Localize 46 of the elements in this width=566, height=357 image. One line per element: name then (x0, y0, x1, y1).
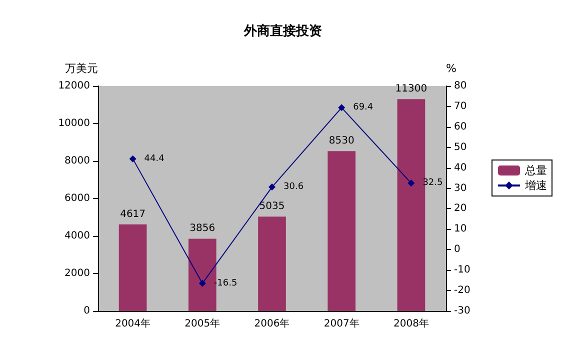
data-label: 5035 (259, 201, 285, 212)
x-tick-label: 2006年 (254, 318, 290, 330)
y-tick-label: 10000 (58, 118, 90, 129)
y2-tick-label: 30 (454, 182, 467, 194)
point (408, 180, 415, 187)
y2-tick-label: 50 (454, 142, 467, 153)
data-label: 11300 (395, 84, 428, 95)
legend-label: 总量 (524, 164, 547, 177)
y2-tick-label: -10 (454, 264, 470, 276)
x-tick-label: 2004年 (115, 318, 151, 330)
data-label: 3856 (190, 223, 216, 234)
bar (258, 216, 286, 311)
y2-tick-label: -30 (454, 306, 470, 316)
y-tick-label: 2000 (64, 268, 90, 279)
x-tick-label: 2007年 (324, 318, 360, 330)
y2-axis-title: % (446, 62, 456, 75)
y-axis-title: 万美元 (65, 62, 98, 75)
y2-tick-label: 70 (454, 100, 467, 112)
data-label: 8530 (328, 136, 354, 147)
data-label: 44.4 (144, 154, 165, 164)
chart-title: 外商直接投资 (243, 23, 322, 39)
y-tick-label: 6000 (64, 193, 90, 204)
point (338, 104, 346, 112)
y-tick-label: 8000 (64, 156, 90, 166)
bar (118, 224, 147, 311)
data-label: 30.6 (284, 182, 304, 192)
y-tick-label: 12000 (58, 80, 90, 92)
y2-tick-label: 80 (454, 80, 467, 92)
y2-tick-label: 10 (454, 224, 467, 235)
y2-tick-label: 40 (454, 162, 467, 174)
y-tick-label: 0 (84, 306, 90, 316)
y2-tick-label: -20 (454, 285, 470, 296)
y2-tick-label: 20 (454, 203, 467, 214)
point (129, 155, 136, 162)
data-label: 69.4 (353, 102, 374, 113)
y2-tick-label: 0 (454, 244, 460, 256)
x-tick-label: 2005年 (184, 318, 220, 330)
y2-tick-label: 60 (454, 121, 467, 132)
y-tick-label: 4000 (64, 230, 90, 242)
x-tick-label: 2008年 (393, 318, 429, 330)
legend-label: 增速 (524, 179, 547, 192)
bar (328, 151, 356, 311)
point (268, 184, 276, 191)
point (198, 280, 206, 287)
bar (397, 99, 426, 311)
data-label: 4617 (120, 208, 146, 220)
